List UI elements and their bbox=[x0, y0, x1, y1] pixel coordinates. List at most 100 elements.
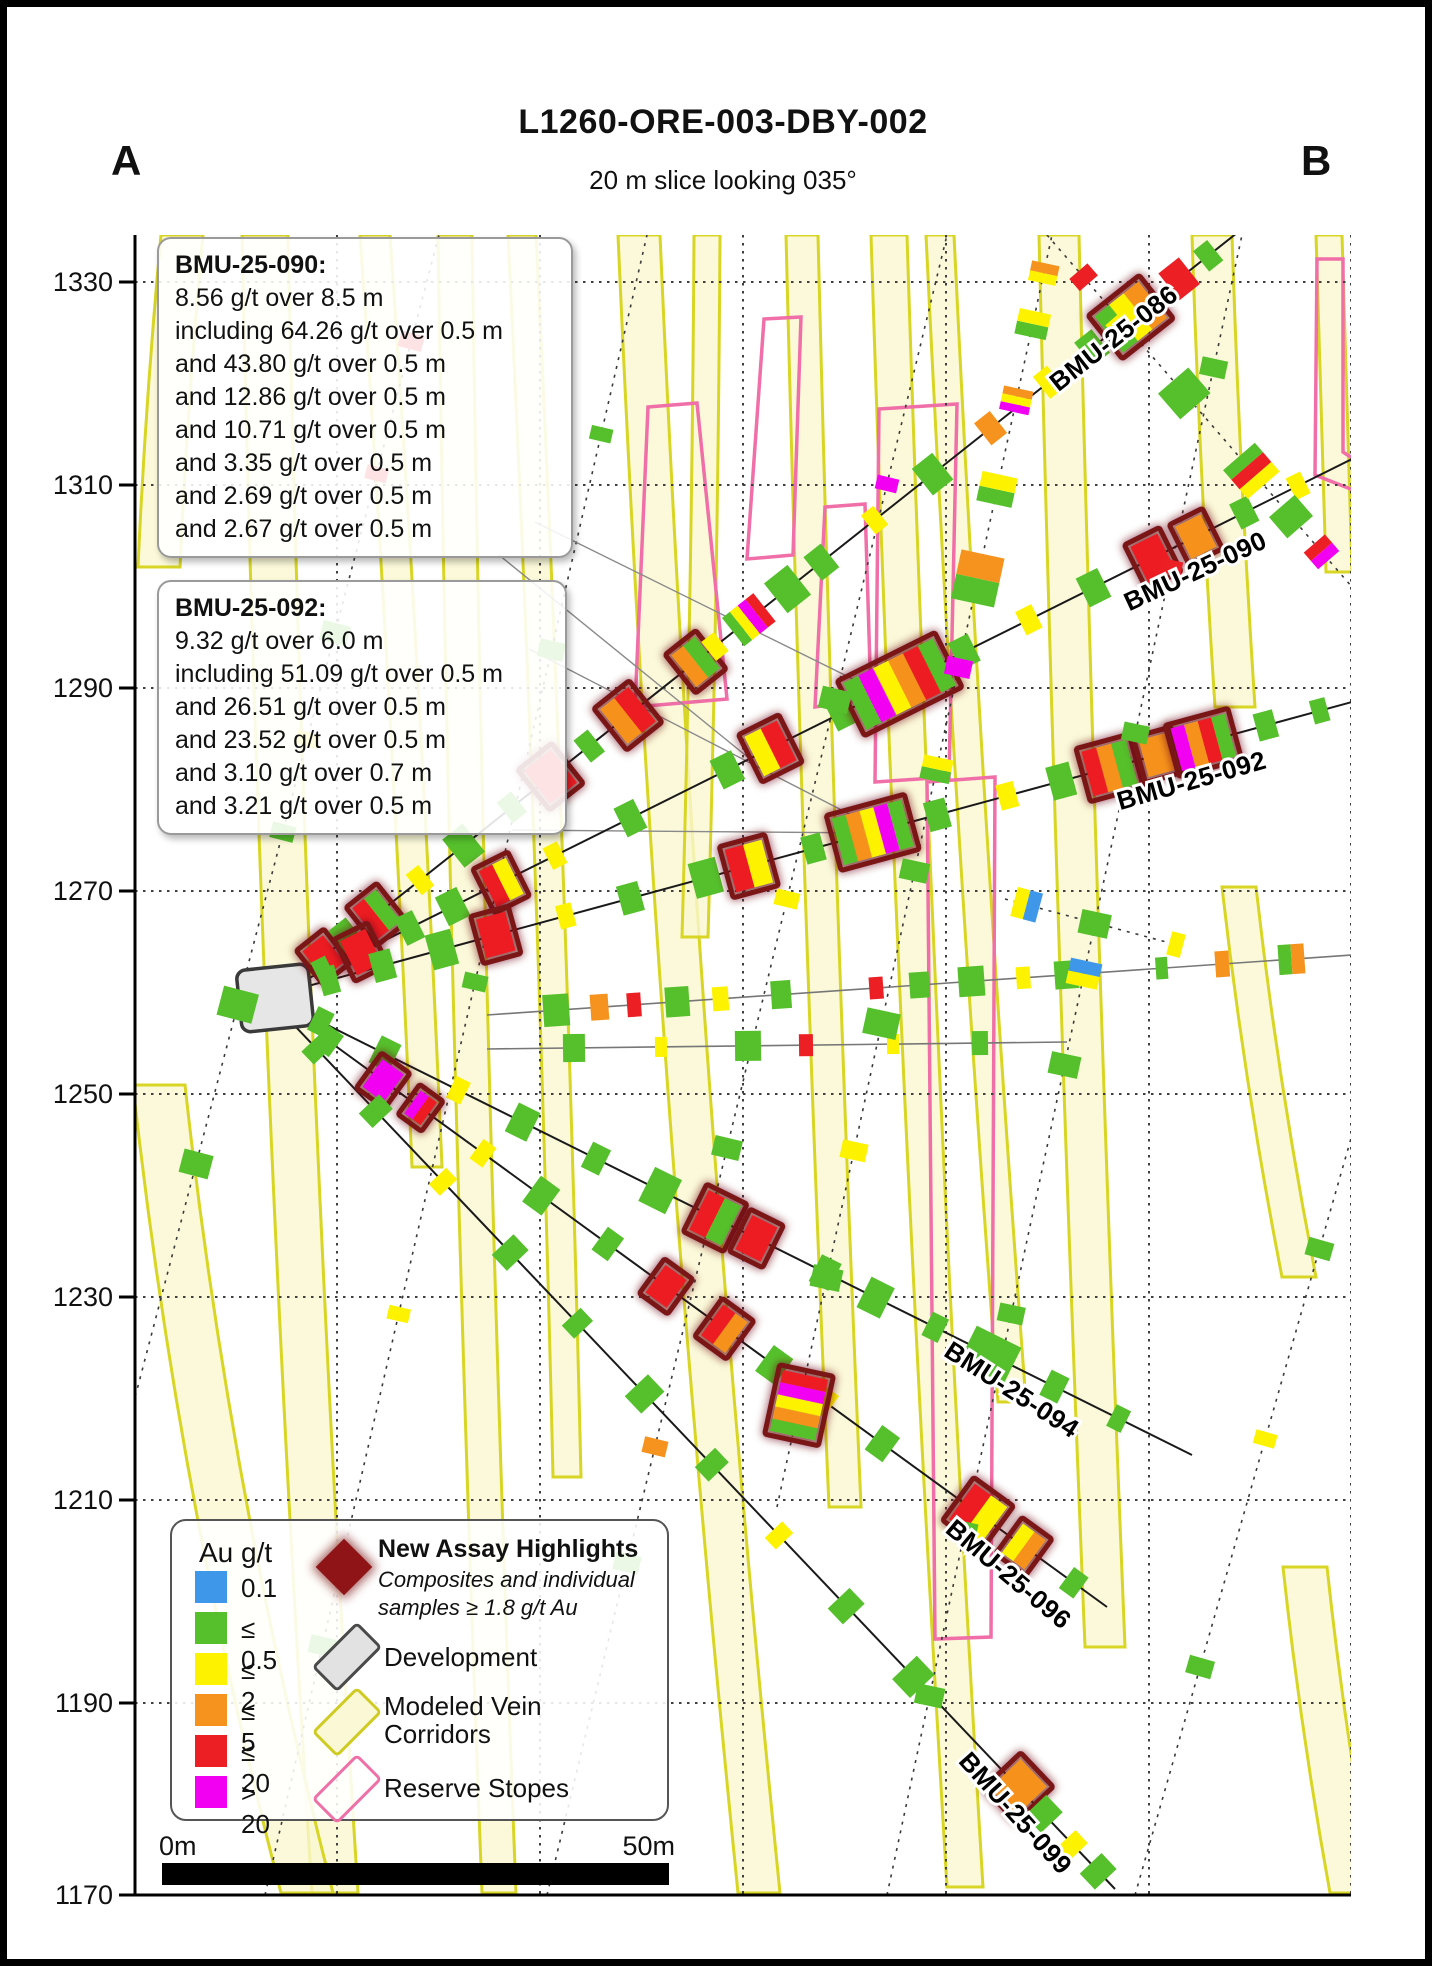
assay-interval bbox=[1303, 534, 1333, 561]
assay-interval bbox=[873, 803, 900, 854]
assay-interval bbox=[1308, 697, 1331, 725]
assay-interval bbox=[1285, 471, 1311, 501]
assay-box bbox=[1285, 471, 1311, 501]
vein-corridor-icon bbox=[311, 1686, 383, 1758]
assay-interval bbox=[713, 1313, 748, 1353]
assay-interval bbox=[777, 1382, 826, 1405]
assay-interval bbox=[864, 1425, 901, 1463]
assay-box bbox=[613, 798, 648, 838]
assay-box bbox=[641, 1436, 669, 1458]
assay-interval bbox=[999, 401, 1031, 416]
assay-result-line: and 10.71 g/t over 0.5 m bbox=[175, 416, 447, 444]
assay-box bbox=[1158, 367, 1211, 420]
assay-interval bbox=[990, 1759, 1047, 1816]
assay-box bbox=[428, 1167, 458, 1196]
assay-interval bbox=[886, 1034, 900, 1055]
assay-interval bbox=[957, 965, 986, 998]
y-axis-tick-label: 1330 bbox=[53, 267, 113, 297]
callout-leader-line bbox=[528, 648, 860, 820]
assay-interval bbox=[600, 698, 642, 744]
assay-interval bbox=[1304, 1236, 1335, 1262]
assay-box bbox=[1039, 1369, 1070, 1404]
assay-interval bbox=[701, 632, 729, 661]
assay-interval bbox=[1045, 761, 1078, 801]
assay-interval bbox=[352, 898, 389, 940]
assay-box bbox=[1010, 886, 1044, 923]
assay-box bbox=[1027, 260, 1060, 286]
assay-box bbox=[1193, 240, 1224, 272]
assay-highlight-box bbox=[982, 1751, 1055, 1824]
assay-interval bbox=[1197, 717, 1223, 764]
assay-interval bbox=[1310, 542, 1340, 570]
legend-grade-title: Au g/t bbox=[199, 1537, 273, 1568]
y-axis-tick-label: 1290 bbox=[53, 673, 113, 703]
assay-box bbox=[800, 832, 827, 865]
assay-highlight-border bbox=[354, 1051, 412, 1111]
assay-interval bbox=[664, 985, 691, 1018]
grade-label: ≤ 5 bbox=[241, 1696, 256, 1757]
assay-box bbox=[817, 685, 853, 714]
assay-box bbox=[554, 902, 577, 930]
assay-interval bbox=[412, 1096, 437, 1126]
assay-box bbox=[803, 543, 840, 581]
assay-result-line: and 2.69 g/t over 0.5 m bbox=[175, 482, 433, 510]
assay-interval bbox=[654, 1036, 668, 1057]
assay-box bbox=[868, 976, 885, 1000]
new-assay-highlight-icon bbox=[315, 1538, 373, 1596]
assay-result-line: and 2.67 g/t over 0.5 m bbox=[175, 515, 433, 543]
assay-interval bbox=[862, 1007, 901, 1040]
assay-interval bbox=[772, 1406, 821, 1429]
assay-box bbox=[856, 1276, 895, 1319]
assay-box bbox=[1154, 956, 1169, 980]
assay-interval bbox=[368, 948, 398, 984]
legend-highlight-subtitle: samples ≥ 1.8 g/t Au bbox=[378, 1595, 578, 1620]
assay-interval bbox=[1154, 956, 1169, 980]
assay-interval bbox=[974, 410, 1008, 446]
assay-box bbox=[721, 593, 776, 647]
assay-highlight-border bbox=[993, 1515, 1054, 1578]
assay-highlight-box bbox=[692, 1296, 756, 1361]
assay-box bbox=[386, 1304, 411, 1324]
assay-interval bbox=[1105, 305, 1142, 341]
assay-interval bbox=[755, 1345, 794, 1385]
assay-interval bbox=[1039, 1369, 1070, 1404]
assay-interval bbox=[874, 474, 900, 494]
assay-box bbox=[996, 1302, 1026, 1326]
assay-interval bbox=[689, 1190, 725, 1238]
assay-box bbox=[827, 1587, 865, 1625]
assay-box bbox=[1079, 1853, 1117, 1890]
y-axis-tick-label: 1190 bbox=[55, 1688, 113, 1718]
assay-interval bbox=[307, 1006, 335, 1038]
assay-interval bbox=[386, 1304, 411, 1324]
assay-interval bbox=[1001, 1523, 1035, 1562]
callout-leader-line bbox=[534, 521, 866, 686]
assay-box bbox=[1229, 495, 1260, 530]
assay-interval bbox=[358, 1094, 393, 1128]
assay-interval bbox=[1068, 957, 1103, 978]
assay-box bbox=[368, 948, 398, 984]
assay-highlight-box bbox=[824, 792, 922, 873]
assay-interval bbox=[1081, 747, 1109, 797]
assay-box bbox=[701, 632, 729, 661]
assay-box bbox=[638, 1166, 683, 1215]
assay-box bbox=[588, 424, 614, 444]
callout-title: BMU-25-092: bbox=[175, 594, 327, 622]
assay-box bbox=[947, 633, 981, 671]
assay-interval bbox=[1030, 260, 1060, 277]
assay-box bbox=[1045, 761, 1078, 801]
assay-interval bbox=[641, 1436, 669, 1458]
assay-box bbox=[562, 1033, 586, 1063]
y-axis-tick-label: 1230 bbox=[53, 1282, 113, 1312]
assay-highlight-box bbox=[1163, 706, 1244, 779]
assay-box bbox=[709, 750, 746, 790]
assay-highlight-border bbox=[692, 1296, 756, 1361]
assay-highlight-border bbox=[1167, 506, 1225, 567]
assay-box bbox=[862, 1007, 901, 1040]
assay-interval bbox=[1120, 721, 1151, 745]
assay-interval bbox=[216, 985, 259, 1024]
assay-interval bbox=[1079, 1853, 1117, 1890]
assay-interval bbox=[711, 986, 730, 1012]
assay-interval bbox=[687, 856, 725, 899]
assay-interval bbox=[671, 646, 709, 687]
legend-vein-label: Modeled Vein bbox=[384, 1691, 542, 1721]
